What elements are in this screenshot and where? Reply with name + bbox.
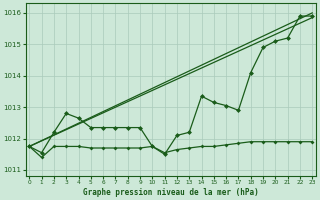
X-axis label: Graphe pression niveau de la mer (hPa): Graphe pression niveau de la mer (hPa) — [83, 188, 259, 197]
